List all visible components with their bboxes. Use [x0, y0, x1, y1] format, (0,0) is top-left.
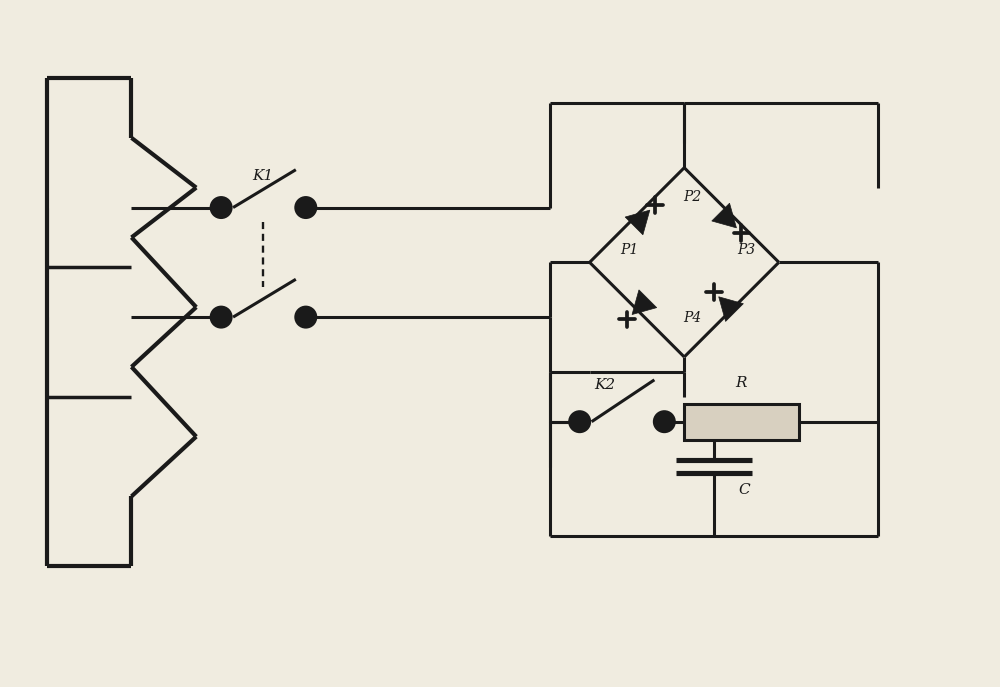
Text: P4: P4 — [683, 311, 701, 325]
Text: K2: K2 — [594, 378, 615, 392]
Circle shape — [570, 412, 590, 431]
Text: P3: P3 — [737, 243, 755, 258]
Text: P2: P2 — [683, 190, 701, 203]
Text: P1: P1 — [620, 243, 639, 258]
Text: K1: K1 — [252, 169, 274, 183]
Circle shape — [211, 307, 231, 327]
Text: R: R — [735, 376, 747, 390]
Text: C: C — [738, 484, 750, 497]
Circle shape — [296, 198, 316, 218]
Polygon shape — [712, 203, 736, 228]
Polygon shape — [632, 290, 657, 315]
Circle shape — [211, 198, 231, 218]
Circle shape — [296, 307, 316, 327]
Circle shape — [654, 412, 674, 431]
Bar — [684, 404, 799, 440]
Polygon shape — [625, 210, 650, 235]
Polygon shape — [719, 297, 743, 322]
